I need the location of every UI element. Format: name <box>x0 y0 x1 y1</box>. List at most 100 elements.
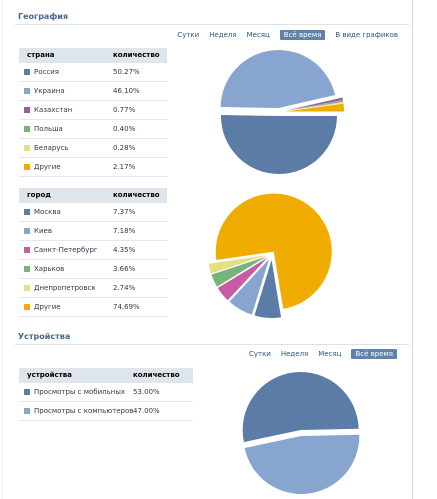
geography-period-filters: Сутки Неделя Месяц Всё время В виде графиков <box>172 30 403 40</box>
devices-filter-2[interactable]: Месяц <box>318 350 342 358</box>
legend-swatch <box>24 285 30 291</box>
geography-filter-3[interactable]: Всё время <box>279 30 326 40</box>
device-table-header-name: устройства <box>27 371 72 379</box>
city-table-row-value: 2.74% <box>113 284 136 292</box>
country-table-row-value: 0.77% <box>113 106 136 114</box>
country-table-row-name: Польша <box>34 125 63 133</box>
pie-slice <box>220 114 337 174</box>
city-table-row: Киев 7.18% <box>19 222 167 241</box>
pie-slice <box>217 257 268 301</box>
city-table-row: Другие 74.69% <box>19 298 167 317</box>
devices-period-filters: Сутки Неделя Месяц Всё время <box>244 349 402 359</box>
pie-slice <box>244 434 360 494</box>
country-table-row-name: Россия <box>34 68 59 76</box>
country-table-row-value: 0.40% <box>113 125 136 133</box>
city-table-row-value: 7.18% <box>113 227 136 235</box>
country-table-row: Россия 50.27% <box>19 63 167 82</box>
country-table: страна количество Россия 50.27% Украина 46.10… <box>19 48 167 177</box>
city-table-row: Днепропетровск 2.74% <box>19 279 167 298</box>
legend-swatch <box>24 266 30 272</box>
legend-swatch <box>24 107 30 113</box>
country-table-row-name: Казахстан <box>34 106 73 114</box>
city-table-row-value: 3.66% <box>113 265 136 273</box>
country-table-row-name: Беларусь <box>34 144 69 152</box>
left-border <box>2 0 3 499</box>
city-table-row: Харьков 3.66% <box>19 260 167 279</box>
country-table-header-name: страна <box>27 51 55 59</box>
legend-swatch <box>24 304 30 310</box>
legend-swatch <box>24 389 30 395</box>
country-table-row-name: Другие <box>34 163 61 171</box>
pie-slice <box>211 256 267 287</box>
geography-title: География <box>18 12 69 21</box>
geography-filter-0[interactable]: Сутки <box>177 31 200 39</box>
legend-swatch <box>24 408 30 414</box>
device-table-row-value: 53.00% <box>133 388 160 396</box>
city-table: город количество Москва 7.37% Киев 7.18% Санкт… <box>19 188 167 317</box>
city-table-row-name: Другие <box>34 303 61 311</box>
device-table-row-value: 47.00% <box>133 407 160 415</box>
geography-filter-4[interactable]: В виде графиков <box>335 31 398 39</box>
country-table-row: Украина 46.10% <box>19 82 167 101</box>
legend-swatch <box>24 228 30 234</box>
city-table-row-value: 7.37% <box>113 208 136 216</box>
device-table-row-name: Просмотры с компьютеров <box>34 407 134 415</box>
pie-slice <box>215 193 332 309</box>
legend-swatch <box>24 69 30 75</box>
devices-title: Устройства <box>18 332 71 341</box>
pie-slice <box>208 255 267 274</box>
city-table-header-name: город <box>27 191 51 199</box>
country-table-row-value: 2.17% <box>113 163 136 171</box>
pie-slice <box>285 103 344 112</box>
country-table-header-value: количество <box>113 51 160 59</box>
city-table-row-name: Киев <box>34 227 52 235</box>
pie-slice <box>285 102 344 111</box>
legend-swatch <box>24 247 30 253</box>
city-table-row-value: 4.35% <box>113 246 136 254</box>
device-table-header: устройства количество <box>19 368 193 383</box>
pie-chart-0 <box>220 50 344 174</box>
pie-slice <box>220 50 336 109</box>
pie-slice <box>285 97 343 111</box>
pie-chart-2 <box>242 372 360 494</box>
city-table-row-name: Москва <box>34 208 61 216</box>
country-table-row-value: 0.28% <box>113 144 136 152</box>
city-table-row: Санкт-Петербург 4.35% <box>19 241 167 260</box>
city-table-row: Москва 7.37% <box>19 203 167 222</box>
country-table-row: Другие 2.17% <box>19 158 167 177</box>
city-table-row-name: Харьков <box>34 265 65 273</box>
pie-slice <box>242 372 359 443</box>
devices-filter-1[interactable]: Неделя <box>280 350 309 358</box>
country-table-row: Беларусь 0.28% <box>19 139 167 158</box>
device-table: устройства количество Просмотры с мобильны… <box>19 368 193 421</box>
city-table-header: город количество <box>19 188 167 203</box>
devices-divider <box>15 344 409 345</box>
geography-filter-2[interactable]: Месяц <box>246 31 270 39</box>
city-table-header-value: количество <box>113 191 160 199</box>
pie-chart-1 <box>208 193 332 318</box>
city-table-row-value: 74.69% <box>113 303 140 311</box>
country-table-row-value: 50.27% <box>113 68 140 76</box>
device-table-row: Просмотры с мобильных 53.00% <box>19 383 193 402</box>
pie-slice <box>229 259 269 315</box>
legend-swatch <box>24 88 30 94</box>
device-table-header-value: количество <box>133 371 180 379</box>
legend-swatch <box>24 209 30 215</box>
geography-filter-1[interactable]: Неделя <box>209 31 237 39</box>
country-table-row: Польша 0.40% <box>19 120 167 139</box>
legend-swatch <box>24 145 30 151</box>
pie-slice <box>254 259 282 318</box>
pie-slice <box>285 100 344 111</box>
legend-swatch <box>24 164 30 170</box>
legend-swatch <box>24 126 30 132</box>
device-table-row: Просмотры с компьютеров 47.00% <box>19 402 193 421</box>
geography-divider <box>15 24 409 25</box>
country-table-header: страна количество <box>19 48 167 63</box>
device-table-row-name: Просмотры с мобильных <box>34 388 126 396</box>
country-table-row: Казахстан 0.77% <box>19 101 167 120</box>
country-table-row-name: Украина <box>34 87 65 95</box>
right-border <box>412 0 413 499</box>
devices-filter-0[interactable]: Сутки <box>248 350 271 358</box>
devices-filter-3[interactable]: Всё время <box>351 349 397 359</box>
